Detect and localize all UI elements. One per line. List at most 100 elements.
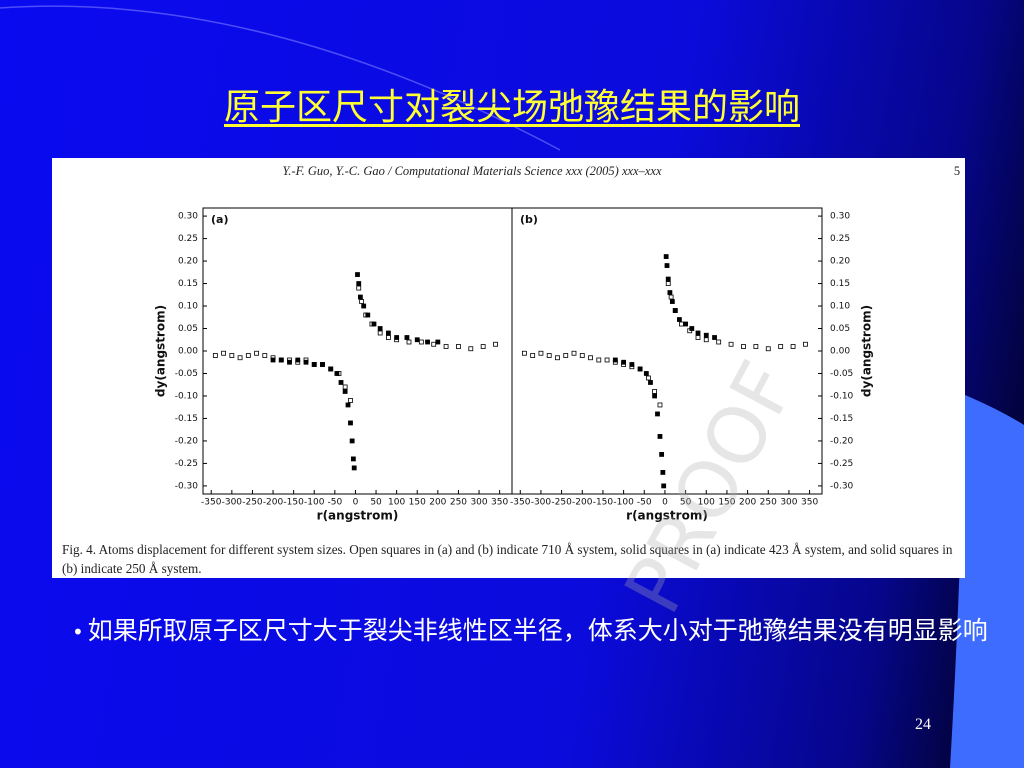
data-point xyxy=(655,411,660,417)
data-point xyxy=(414,337,420,343)
data-point xyxy=(356,281,362,286)
data-point xyxy=(456,344,461,349)
data-point xyxy=(665,281,671,286)
x-tick-label: -250 xyxy=(242,498,263,508)
data-point xyxy=(790,344,796,349)
y-tick-label: -0.10 xyxy=(830,391,854,401)
data-point xyxy=(468,346,474,352)
data-point xyxy=(677,317,682,322)
data-point xyxy=(546,353,552,358)
data-point xyxy=(385,330,391,336)
data-point xyxy=(604,357,610,363)
x-tick-label: 50 xyxy=(680,498,692,508)
data-point xyxy=(334,371,340,376)
data-point xyxy=(563,353,569,358)
data-point xyxy=(425,339,430,345)
data-point xyxy=(664,263,670,268)
data-point xyxy=(377,330,383,336)
data-point xyxy=(328,366,334,372)
x-tick-label: 350 xyxy=(801,498,818,508)
data-point xyxy=(672,308,678,313)
data-point xyxy=(342,389,348,394)
data-point xyxy=(716,339,722,345)
x-tick-label: 350 xyxy=(491,498,508,508)
data-point xyxy=(571,350,577,356)
data-point xyxy=(435,339,441,345)
data-point xyxy=(728,341,734,347)
data-point xyxy=(350,456,356,462)
data-point xyxy=(712,335,717,340)
data-point xyxy=(320,362,325,367)
data-point xyxy=(345,402,351,408)
x-tick-label: 250 xyxy=(760,498,777,508)
panel-label: (a) xyxy=(211,213,228,226)
y-tick-label: -0.30 xyxy=(175,481,199,491)
data-point xyxy=(262,353,268,358)
data-point xyxy=(648,380,653,385)
x-tick-label: -300 xyxy=(222,498,243,508)
x-tick-label: 300 xyxy=(780,498,797,508)
bullet-dot: • xyxy=(72,620,84,644)
data-point xyxy=(657,402,663,408)
y-tick-label: -0.30 xyxy=(830,481,854,491)
bullet-text: 如果所取原子区尺寸大于裂尖非线性区半径，体系大小对于弛豫结果没有明显影响 xyxy=(87,616,988,645)
x-tick-label: 0 xyxy=(353,498,359,508)
y-tick-label: 0.15 xyxy=(178,279,198,289)
x-tick-label: 200 xyxy=(739,498,756,508)
data-point xyxy=(643,371,649,376)
data-point xyxy=(668,294,674,300)
data-point xyxy=(212,353,218,358)
data-point xyxy=(237,355,243,361)
data-point xyxy=(311,362,317,367)
data-point xyxy=(803,341,808,347)
data-point xyxy=(695,330,701,336)
data-point xyxy=(431,341,437,347)
data-point xyxy=(377,326,383,331)
y-tick-label: 0.10 xyxy=(830,302,850,312)
x-tick-label: -200 xyxy=(263,498,284,508)
x-axis-label: r(angstrom) xyxy=(626,509,708,523)
x-tick-label: 250 xyxy=(450,498,467,508)
data-point xyxy=(480,344,486,349)
data-point xyxy=(521,350,527,356)
data-point xyxy=(355,272,360,277)
data-point xyxy=(538,350,544,356)
x-tick-label: -100 xyxy=(613,498,634,508)
x-tick-label: 200 xyxy=(429,498,446,508)
x-tick-label: 150 xyxy=(409,498,426,508)
data-point xyxy=(667,290,673,295)
y-tick-label: -0.20 xyxy=(175,436,199,446)
data-point xyxy=(679,321,684,327)
x-tick-label: 100 xyxy=(698,498,715,508)
y-tick-label: -0.25 xyxy=(830,459,853,469)
x-tick-label: -100 xyxy=(304,498,325,508)
data-point xyxy=(406,339,412,345)
data-point xyxy=(765,346,771,352)
data-point xyxy=(365,312,371,318)
x-tick-label: -200 xyxy=(572,498,593,508)
data-point xyxy=(596,357,602,363)
data-point xyxy=(254,350,259,356)
data-point xyxy=(303,359,309,365)
data-point xyxy=(530,353,536,358)
plot-frame xyxy=(511,207,823,495)
data-point xyxy=(371,321,377,327)
data-point xyxy=(342,384,348,390)
data-point xyxy=(657,434,663,439)
y-tick-label: 0.30 xyxy=(178,212,198,222)
data-point xyxy=(493,341,498,347)
data-point xyxy=(351,465,357,471)
data-point xyxy=(221,350,227,356)
y-tick-label: 0.25 xyxy=(830,234,850,244)
data-point xyxy=(348,420,353,426)
data-point xyxy=(443,344,449,349)
slide-title: 原子区尺寸对裂尖场弛豫结果的影响 xyxy=(223,87,800,128)
data-point xyxy=(663,254,669,259)
y-tick-label: -0.25 xyxy=(175,459,198,469)
y-tick-label: 0.05 xyxy=(178,324,198,334)
data-point xyxy=(778,344,784,349)
data-point xyxy=(695,335,701,340)
bullet-item: • 如果所取原子区尺寸大于裂尖非线性区半径，体系大小对于弛豫结果没有明显影响 xyxy=(72,612,992,651)
